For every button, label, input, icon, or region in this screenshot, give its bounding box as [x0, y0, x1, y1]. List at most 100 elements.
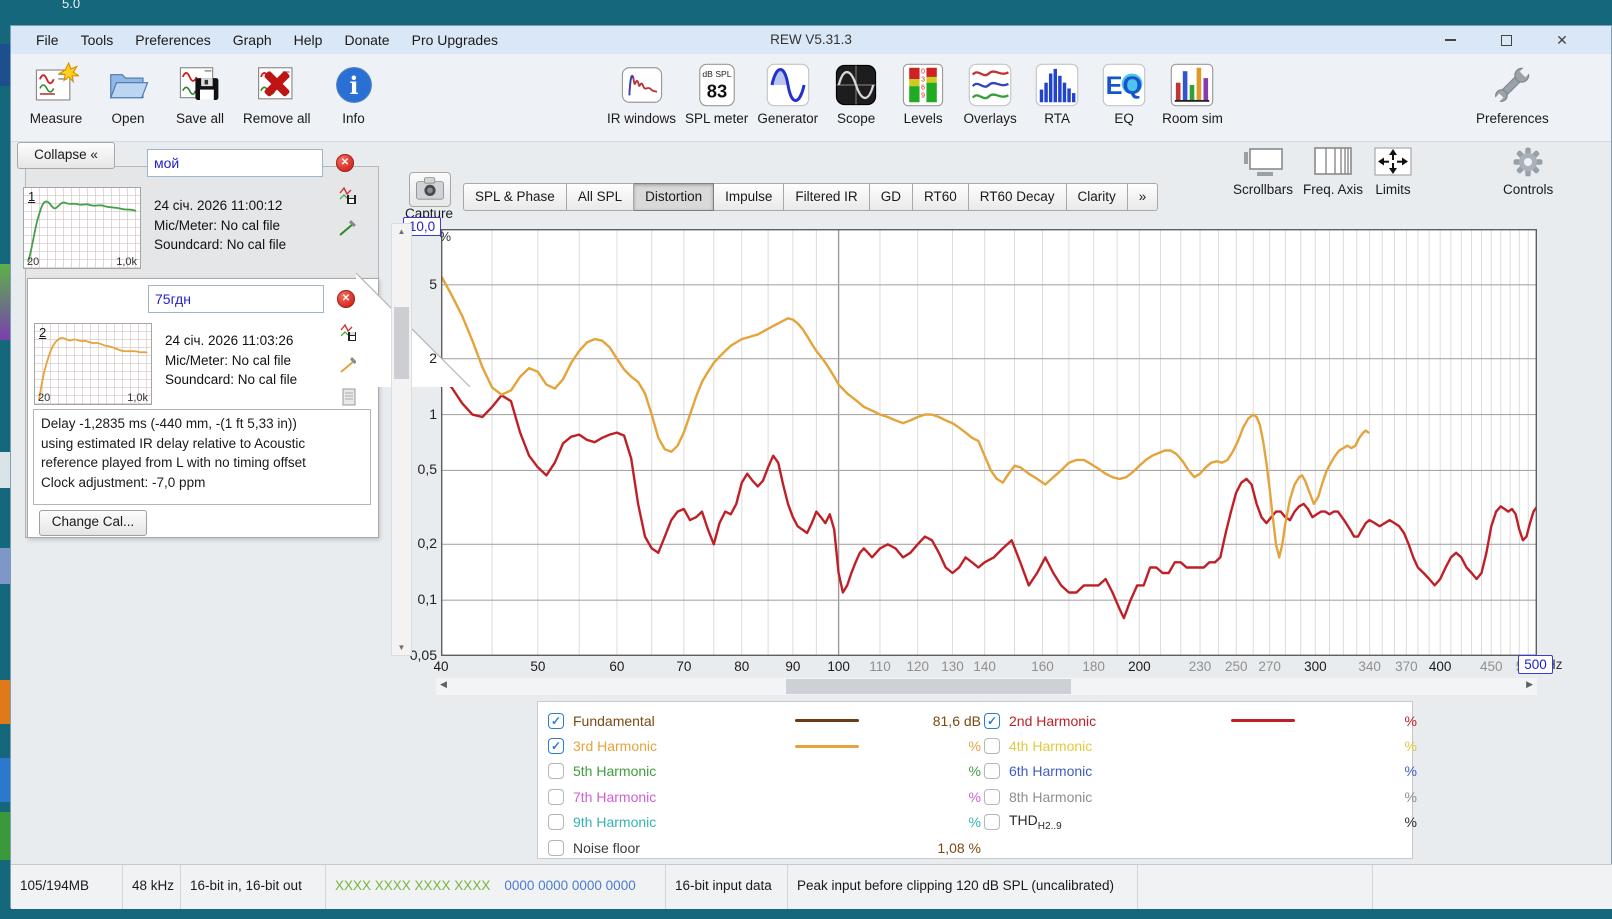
scope-button[interactable]: Scope — [827, 60, 885, 126]
overlays-button[interactable]: Overlays — [961, 60, 1019, 126]
info-label: Info — [342, 111, 365, 126]
limits-button[interactable]: Limits — [1373, 144, 1413, 197]
menu-pro-upgrades[interactable]: Pro Upgrades — [411, 32, 498, 48]
measurement-1-soundcard: Soundcard: No cal file — [154, 237, 287, 252]
scrollbars-label: Scrollbars — [1233, 182, 1294, 197]
thumb-axis-end: 1,0k — [116, 256, 137, 268]
eq-button[interactable]: EQ EQ — [1095, 60, 1153, 126]
save-graph-icon[interactable] — [338, 186, 358, 209]
thd-checkbox[interactable] — [984, 814, 1000, 831]
noise-floor-checkbox[interactable] — [548, 839, 564, 856]
chart-vertical-scrollbar[interactable]: ▲ ▼ — [391, 223, 412, 656]
menu-graph[interactable]: Graph — [232, 32, 272, 48]
scroll-down-icon[interactable]: ▼ — [397, 643, 406, 652]
preferences-button[interactable]: Preferences — [1476, 60, 1549, 126]
7th-harmonic-checkbox[interactable] — [548, 788, 564, 805]
tab-all-spl[interactable]: All SPL — [566, 183, 635, 211]
save-all-button[interactable]: Save all — [171, 60, 229, 126]
tab--[interactable]: » — [1127, 183, 1159, 211]
measurement-1-delete-icon[interactable] — [336, 154, 354, 172]
scrollbars-button[interactable]: Scrollbars — [1233, 144, 1293, 197]
vertical-scrollbar-thumb[interactable] — [394, 307, 409, 379]
y-tick-label: 5 — [429, 275, 437, 292]
ir-windows-button[interactable]: IR windows — [607, 60, 676, 126]
tab-clarity[interactable]: Clarity — [1066, 183, 1128, 211]
4th-harmonic-checkbox[interactable] — [984, 738, 1000, 755]
9th-harmonic-checkbox[interactable] — [548, 814, 564, 831]
change-cal-button[interactable]: Change Cal... — [39, 510, 147, 536]
status-segment-3: XXXX XXXX XXXX XXXX 0000 0000 0000 0000 — [326, 865, 666, 909]
menu-preferences[interactable]: Preferences — [135, 32, 211, 48]
info-button[interactable]: i Info — [325, 60, 383, 126]
status-segment-6 — [1138, 865, 1373, 909]
tab-gd[interactable]: GD — [869, 183, 913, 211]
measurement-2-thumbnail[interactable]: 2 20 1,0k — [34, 323, 152, 405]
room-sim-button[interactable]: Room sim — [1162, 60, 1223, 126]
5th-harmonic-checkbox[interactable] — [548, 763, 564, 780]
generator-button[interactable]: Generator — [757, 60, 818, 126]
tab-filtered-ir[interactable]: Filtered IR — [784, 183, 870, 211]
y-axis-max-input[interactable]: 10,0 — [403, 217, 441, 236]
tab-spl-phase[interactable]: SPL & Phase — [463, 183, 567, 211]
menu-help[interactable]: Help — [293, 32, 323, 48]
8th-harmonic-checkbox[interactable] — [984, 788, 1000, 805]
2nd-harmonic-checkbox[interactable] — [984, 712, 1000, 729]
tab-impulse[interactable]: Impulse — [714, 183, 785, 211]
delay-line: reference played from L with no timing o… — [41, 455, 306, 470]
freq-axis-button[interactable]: Freq. Axis — [1303, 144, 1363, 197]
tab-distortion[interactable]: Distortion — [634, 183, 715, 211]
open-button[interactable]: Open — [99, 60, 157, 126]
distortion-plot[interactable] — [441, 229, 1537, 656]
legend-label: 8th Harmonic — [1009, 788, 1093, 805]
save-all-icon — [177, 60, 223, 110]
spl-meter-button[interactable]: dB SPL 83 SPL meter — [685, 60, 748, 126]
measurement-2-delete-icon[interactable] — [337, 290, 355, 308]
wrench-icon — [1489, 60, 1535, 110]
x-axis-max-input[interactable]: 500 — [1518, 655, 1553, 674]
x-tick-label: 40 — [433, 659, 449, 674]
menu-file[interactable]: File — [36, 32, 59, 48]
3rd-harmonic-checkbox[interactable] — [548, 738, 564, 755]
maximize-button[interactable] — [1483, 26, 1529, 54]
measurement-2-name-input[interactable] — [148, 285, 324, 313]
scroll-up-icon[interactable]: ▲ — [397, 227, 406, 236]
scope-label: Scope — [836, 111, 876, 126]
tab-rt60[interactable]: RT60 — [912, 183, 969, 211]
minimize-button[interactable] — [1427, 26, 1473, 54]
legend-value: % — [1404, 788, 1417, 805]
x-tick-label: 80 — [734, 659, 750, 674]
rta-button[interactable]: RTA — [1028, 60, 1086, 126]
close-button[interactable] — [1539, 26, 1585, 54]
tab-rt60-decay[interactable]: RT60 Decay — [968, 183, 1067, 211]
measurement-1-name-input[interactable] — [147, 149, 323, 177]
x-tick-label: 370 — [1395, 659, 1418, 674]
scope-icon — [833, 60, 879, 110]
open-folder-icon — [105, 60, 151, 110]
remove-all-button[interactable]: Remove all — [243, 60, 311, 126]
scroll-left-icon[interactable]: ◀ — [440, 679, 447, 689]
edit-pen-icon[interactable] — [339, 355, 359, 378]
horizontal-scrollbar-thumb[interactable] — [786, 679, 1071, 694]
controls-button[interactable]: Controls — [1503, 144, 1553, 197]
notes-icon[interactable] — [339, 387, 359, 410]
open-label: Open — [111, 111, 145, 126]
edit-pen-icon[interactable] — [338, 218, 358, 241]
collapse-panel-button[interactable]: Collapse « — [17, 142, 115, 169]
menu-tools[interactable]: Tools — [80, 32, 114, 48]
fundamental-checkbox[interactable] — [548, 712, 564, 729]
chart-horizontal-scrollbar[interactable]: ◀ ▶ — [436, 678, 1537, 695]
popup-fold — [356, 273, 470, 387]
6th-harmonic-checkbox[interactable] — [984, 763, 1000, 780]
capture-button[interactable] — [409, 172, 451, 207]
save-graph-icon[interactable] — [339, 323, 359, 346]
thumb-axis-end: 1,0k — [127, 392, 148, 404]
menu-donate[interactable]: Donate — [344, 32, 390, 48]
scroll-right-icon[interactable]: ▶ — [1526, 679, 1533, 689]
eq-label: EQ — [1114, 111, 1134, 126]
measurement-1-thumbnail[interactable]: 1 20 1,0k — [23, 187, 141, 269]
measure-button[interactable]: Measure — [27, 60, 85, 126]
y-tick-label: 1 — [429, 405, 437, 422]
